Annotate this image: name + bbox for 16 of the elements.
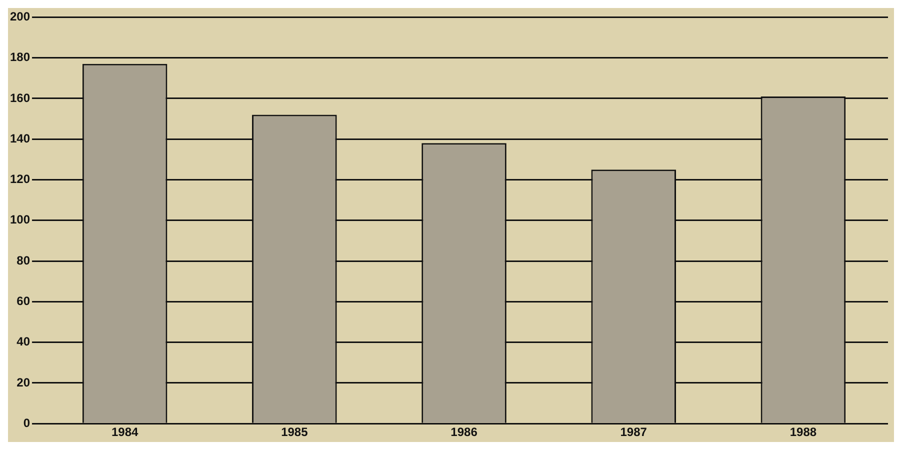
- y-tick-label: 100: [10, 212, 30, 227]
- y-tick-label: 80: [16, 253, 30, 268]
- y-tick-label: 180: [10, 50, 30, 64]
- y-tick-label: 20: [16, 375, 30, 390]
- x-tick-label: 1987: [620, 425, 648, 440]
- x-tick-label: 1984: [111, 425, 138, 440]
- y-tick-label: 200: [10, 10, 30, 24]
- y-tick-label: 60: [16, 294, 30, 308]
- y-tick-label: 120: [10, 172, 30, 186]
- y-tick-label: 0: [23, 416, 30, 430]
- x-tick-label: 1988: [790, 425, 817, 440]
- y-tick-label: 40: [16, 334, 30, 349]
- y-tick-label: 140: [10, 131, 30, 146]
- y-tick-label: 160: [10, 90, 30, 105]
- x-tick-label: 1985: [281, 425, 308, 440]
- x-tick-label: 1986: [450, 425, 478, 440]
